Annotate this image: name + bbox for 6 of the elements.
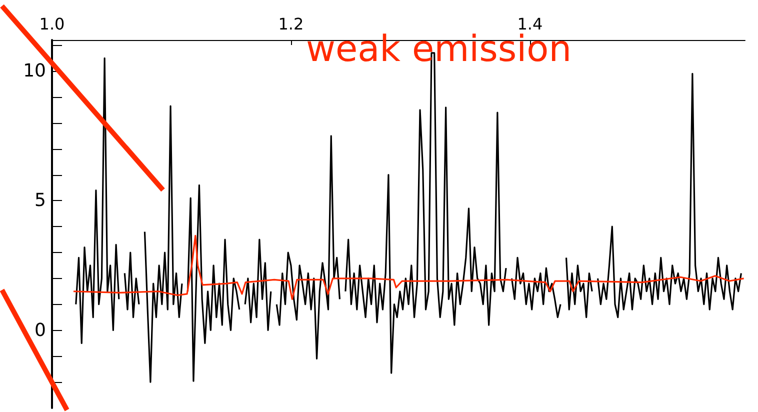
line-series	[72, 234, 745, 300]
x-tick-label: 1.2	[278, 14, 304, 34]
y-tick-label: 5	[34, 190, 46, 212]
y-tick-label: 0	[34, 320, 46, 341]
y-tick-label: 10	[23, 60, 46, 82]
x-tick-label: 1.0	[39, 14, 65, 34]
